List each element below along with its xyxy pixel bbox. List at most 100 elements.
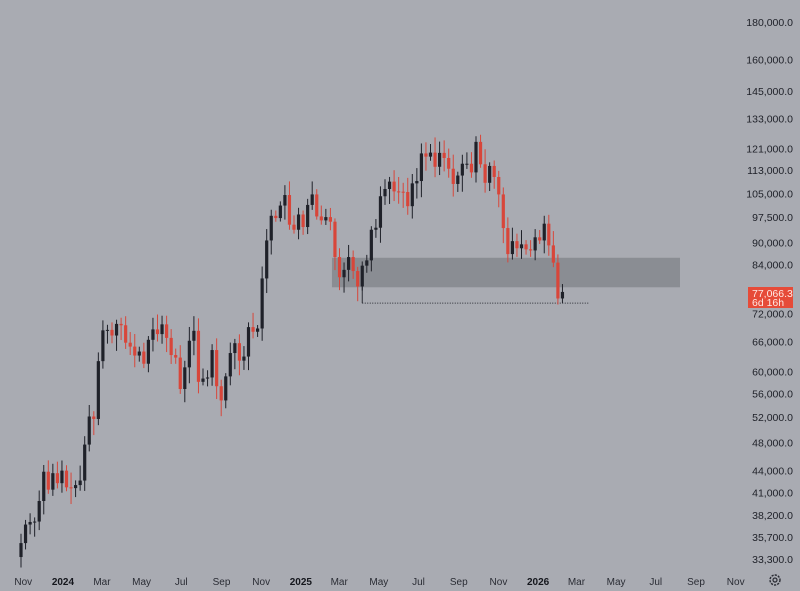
candle-up	[310, 181, 314, 210]
candle-body	[283, 195, 287, 206]
candle-up	[474, 136, 478, 183]
candle-down	[497, 170, 501, 208]
candle-down	[515, 233, 519, 257]
candle-body	[474, 141, 478, 173]
candle-up	[228, 342, 232, 386]
candle-body	[451, 168, 455, 184]
candle-down	[506, 217, 510, 263]
candle-down	[483, 149, 487, 193]
time-tick-label: Nov	[252, 577, 270, 588]
candle-body	[506, 228, 510, 255]
candle-body	[165, 324, 169, 338]
last-price-value: 77,066.3	[752, 288, 793, 300]
candle-body	[533, 237, 537, 251]
candle-body	[542, 223, 546, 241]
time-tick-label: Sep	[687, 577, 705, 588]
candle-down	[551, 231, 555, 268]
candle-body	[237, 343, 241, 361]
candle-body	[442, 152, 446, 158]
time-tick-label: 2026	[527, 577, 550, 588]
candle-up	[105, 324, 110, 344]
price-tick-label: 145,000.0	[746, 86, 793, 98]
candle-down	[69, 472, 73, 505]
candle-body	[456, 175, 460, 184]
candle-body	[296, 214, 301, 230]
time-tick-label: May	[132, 577, 151, 588]
candle-down	[524, 240, 528, 255]
candle-body	[378, 196, 383, 228]
candle-down	[128, 332, 132, 356]
candle-body	[192, 330, 196, 341]
candle-down	[55, 461, 59, 489]
candle-up	[60, 460, 64, 493]
candle-down	[274, 210, 278, 222]
candle-body	[183, 367, 187, 390]
candle-up	[306, 198, 310, 235]
price-tick-label: 41,000.0	[752, 488, 793, 500]
time-tick-label: Nov	[727, 577, 745, 588]
candle-body	[347, 257, 351, 270]
time-axis[interactable]: Nov 2024 Mar May Jul Sep Nov 2025 Mar May Jul Sep No…	[14, 577, 744, 588]
candle-down	[451, 154, 455, 197]
candle-body	[433, 152, 437, 167]
candle-down	[142, 342, 146, 369]
price-tick-label: 180,000.0	[746, 17, 793, 29]
candle-body	[96, 361, 100, 419]
candle-body	[406, 191, 410, 207]
candle-body	[60, 470, 64, 484]
candle-down	[424, 142, 428, 171]
candle-up	[369, 226, 373, 272]
candle-down	[315, 189, 319, 220]
candle-up	[78, 465, 82, 491]
candle-up	[42, 464, 46, 515]
candle-up	[456, 171, 460, 192]
gear-icon[interactable]	[769, 574, 781, 586]
candle-up	[347, 244, 351, 282]
candle-up	[101, 320, 105, 369]
candle-down	[406, 177, 410, 215]
price-axis[interactable]: 180,000.0 160,000.0 145,000.0 133,000.0 121,…	[746, 17, 793, 566]
last-price-badge	[748, 287, 793, 308]
candle-down	[219, 379, 223, 417]
candle-up	[96, 352, 100, 426]
candle-body	[210, 350, 214, 378]
candle-down	[92, 411, 96, 436]
candle-up	[160, 315, 164, 344]
candle-down	[478, 134, 483, 168]
candle-body	[228, 353, 232, 377]
candle-body	[215, 350, 219, 387]
candle-body	[374, 227, 378, 230]
candle-body	[560, 291, 565, 299]
candle-down	[447, 148, 451, 178]
candle-up	[137, 346, 141, 362]
price-tick-label: 97,500.0	[752, 212, 793, 224]
candle-body	[169, 337, 173, 356]
time-tick-label: Sep	[450, 577, 468, 588]
candle-up	[415, 168, 419, 199]
price-tick-label: 105,000.0	[746, 189, 793, 201]
candle-body	[401, 191, 405, 193]
candle-up	[265, 229, 269, 294]
candle-body	[28, 521, 32, 525]
candle-down	[301, 210, 305, 235]
candle-body	[397, 191, 401, 193]
candle-body	[438, 152, 442, 167]
price-tick-label: 35,700.0	[752, 532, 793, 544]
candle-body	[369, 229, 373, 261]
price-tick-label: 44,000.0	[752, 465, 793, 477]
candle-down	[292, 215, 296, 234]
candle-up	[74, 480, 78, 498]
candle-up	[224, 373, 228, 409]
candle-up	[201, 368, 205, 386]
candle-down	[392, 170, 396, 202]
price-tick-label: 121,000.0	[746, 143, 793, 155]
candle-up	[183, 360, 187, 403]
candle-body	[23, 524, 28, 544]
candle-body	[178, 357, 182, 390]
time-tick-label: Nov	[14, 577, 32, 588]
candle-up	[465, 152, 469, 169]
candle-up	[542, 215, 546, 254]
candle-up	[51, 463, 55, 496]
candle-body	[351, 257, 355, 272]
